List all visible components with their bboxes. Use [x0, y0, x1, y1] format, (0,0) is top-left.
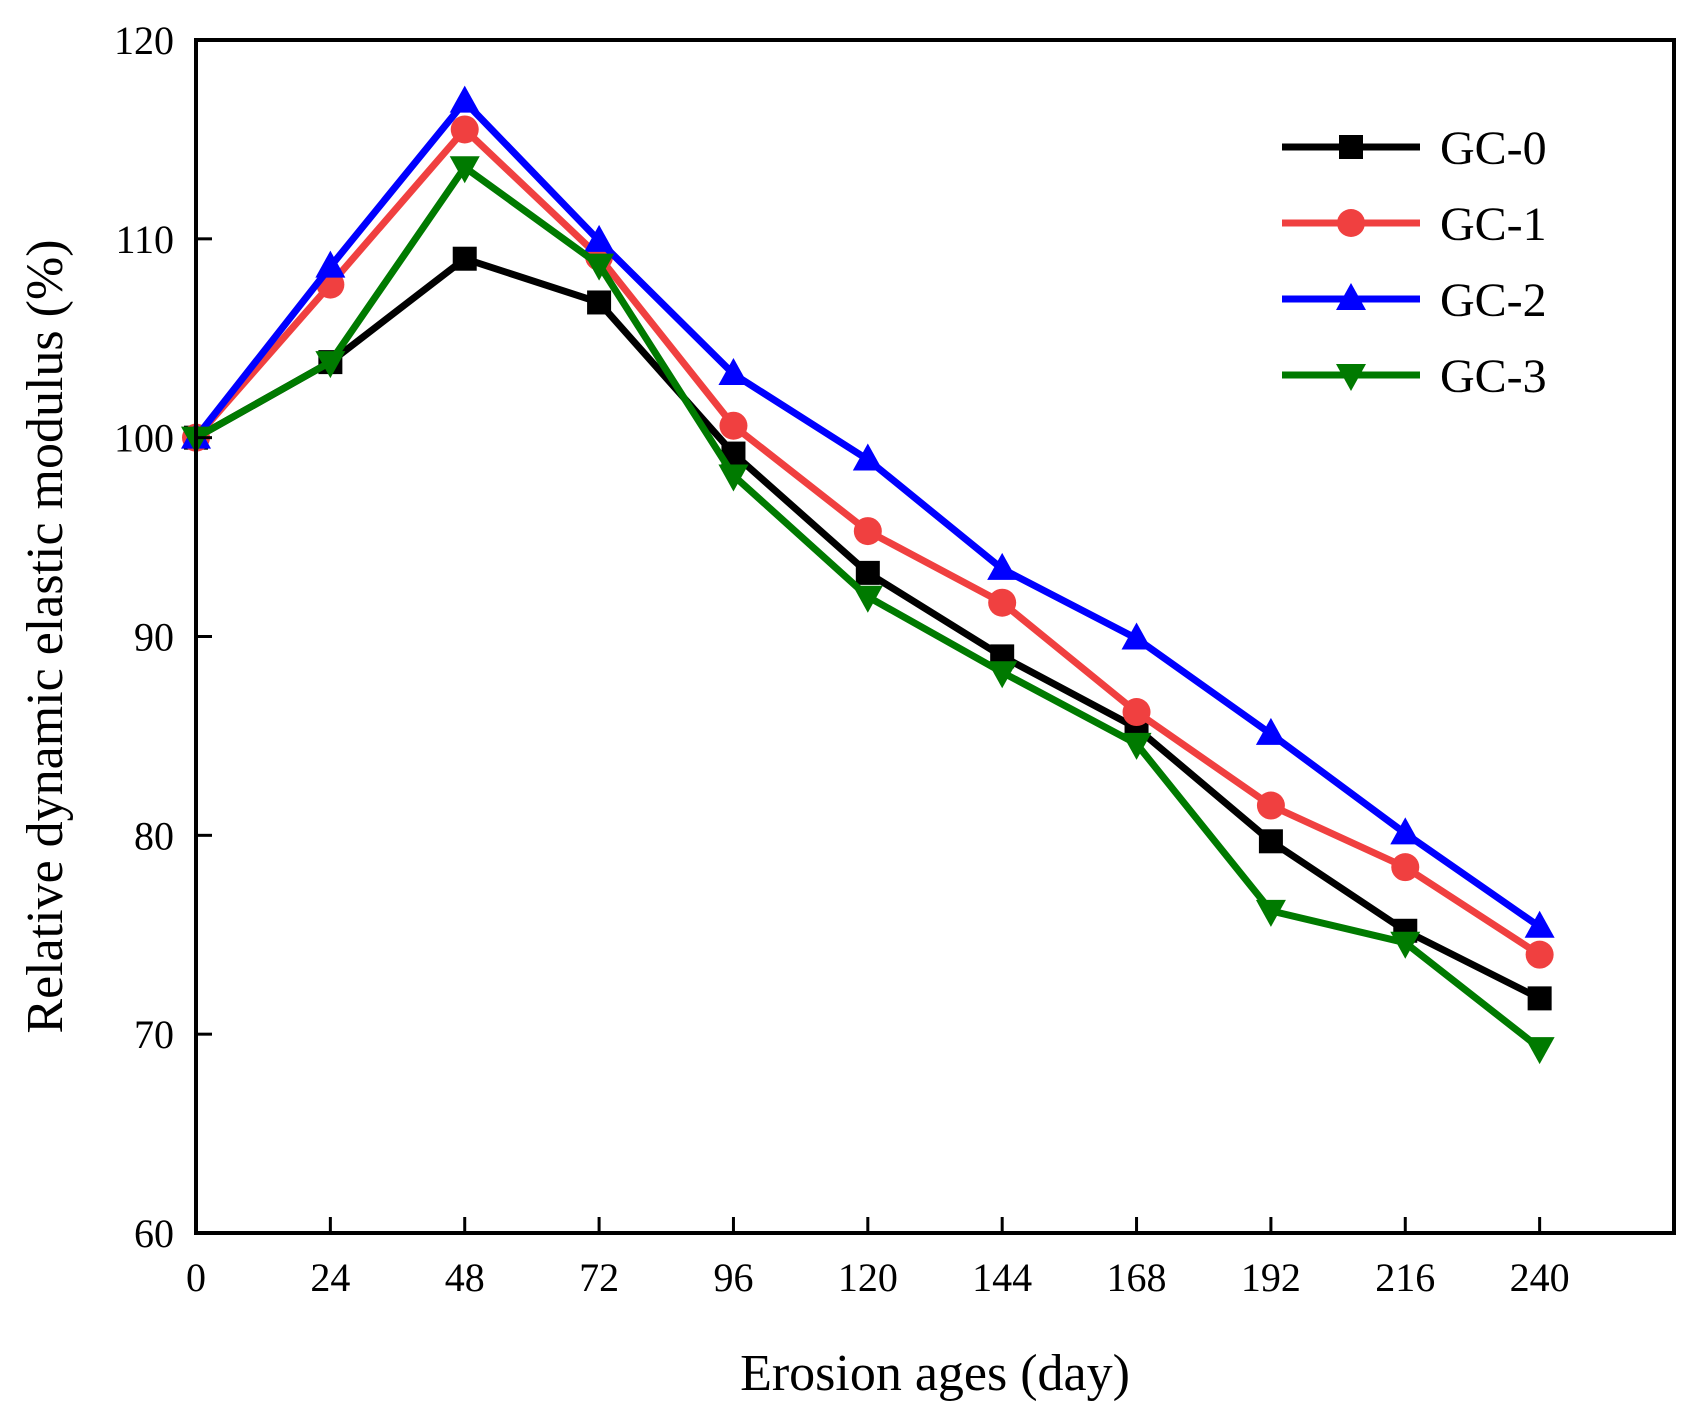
data-point [315, 250, 346, 278]
legend-marker [1339, 135, 1363, 159]
data-point [1527, 986, 1552, 1011]
x-tick-label: 120 [838, 1255, 898, 1300]
data-point [452, 246, 477, 271]
data-point [1255, 717, 1286, 745]
data-point [1390, 931, 1421, 959]
y-tick-label: 80 [134, 813, 174, 858]
series-gc-3 [181, 156, 1555, 1065]
data-point [1391, 853, 1420, 882]
legend-item-gc-0: GC-0 [1282, 122, 1547, 175]
data-point [1525, 940, 1554, 969]
legend-item-gc-1: GC-1 [1282, 198, 1547, 251]
legend: GC-0 GC-1 GC-2 GC-3 [1282, 122, 1547, 403]
x-tick-label: 0 [186, 1255, 206, 1300]
x-axis-title: Erosion ages (day) [740, 1345, 1130, 1402]
data-point [315, 351, 346, 379]
data-point [988, 588, 1017, 617]
x-tick-label: 24 [310, 1255, 350, 1300]
legend-label: GC-0 [1440, 122, 1547, 175]
data-point [1256, 791, 1285, 820]
x-tick-label: 48 [445, 1255, 485, 1300]
x-tick-label: 192 [1241, 1255, 1301, 1300]
legend-item-gc-3: GC-3 [1282, 350, 1547, 403]
x-tick-label: 168 [1107, 1255, 1167, 1300]
data-point [853, 517, 882, 546]
data-point [718, 464, 749, 492]
legend-label: GC-3 [1440, 350, 1547, 403]
data-point [719, 411, 748, 440]
data-point [1255, 899, 1286, 927]
x-tick-label: 72 [579, 1255, 619, 1300]
x-tick-label: 216 [1375, 1255, 1435, 1300]
legend-label: GC-1 [1440, 198, 1547, 251]
legend-item-gc-2: GC-2 [1282, 274, 1547, 327]
data-point [852, 443, 883, 471]
data-point [987, 661, 1018, 689]
y-tick-label: 70 [134, 1012, 174, 1057]
y-tick-label: 100 [114, 416, 174, 461]
data-point [584, 224, 615, 252]
series-gc-1 [182, 115, 1554, 969]
data-point [449, 85, 480, 113]
data-point [587, 290, 612, 315]
legend-marker [1337, 209, 1365, 237]
data-point [584, 253, 615, 281]
y-tick-label: 60 [134, 1211, 174, 1256]
series-layer [181, 85, 1555, 1065]
data-point [1524, 1037, 1555, 1065]
axes: 0 24 48 72 96 120 144 168 192 216 240 60 70 80 90 100 11… [114, 18, 1570, 1300]
legend-label: GC-2 [1440, 274, 1547, 327]
data-point [718, 358, 749, 386]
data-point [1121, 622, 1152, 650]
data-point [855, 560, 880, 585]
series-gc-2 [181, 85, 1555, 938]
x-tick-label: 96 [713, 1255, 753, 1300]
data-point [449, 156, 480, 184]
data-point [1121, 732, 1152, 760]
y-axis-title: Relative dynamic elastic modulus (%) [17, 239, 74, 1033]
data-point [450, 115, 479, 144]
series-gc-0 [184, 246, 1552, 1011]
legend-marker [1336, 283, 1366, 310]
x-tick-label: 240 [1510, 1255, 1570, 1300]
data-point [852, 585, 883, 613]
data-point [1258, 829, 1283, 854]
y-tick-label: 110 [115, 217, 174, 262]
y-tick-label: 90 [134, 615, 174, 660]
series-line [194, 254, 1542, 1002]
data-point [987, 552, 1018, 580]
data-point [1390, 817, 1421, 845]
data-point [1524, 910, 1555, 938]
legend-marker [1336, 364, 1366, 391]
data-point [1122, 698, 1151, 727]
x-tick-label: 144 [972, 1255, 1032, 1300]
y-tick-label: 120 [114, 18, 174, 63]
